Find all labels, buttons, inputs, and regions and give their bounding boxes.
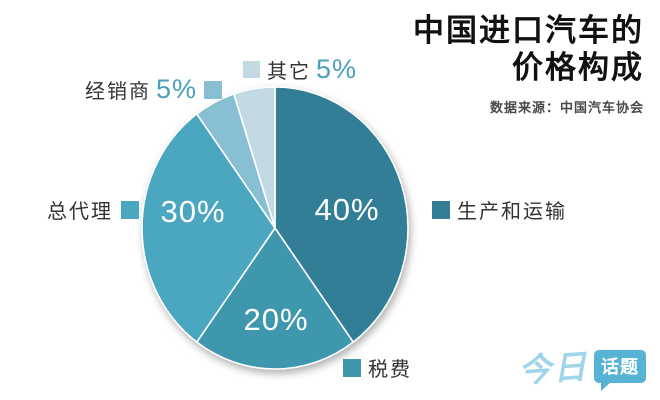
legend-taxes: 税费 bbox=[343, 353, 412, 382]
legend-label-dealer: 经销商 bbox=[85, 81, 151, 103]
legend-swatch-general-agent bbox=[121, 200, 139, 219]
logo-today-topic: 今日 话题 bbox=[516, 342, 646, 391]
logo-script-text: 今日 bbox=[516, 347, 590, 390]
data-source: 数据来源：中国汽车协会 bbox=[489, 100, 644, 115]
page-title: 中国进口汽车的 价格构成 数据来源：中国汽车协会 bbox=[413, 12, 644, 116]
legend-label-other: 其它 bbox=[267, 61, 311, 83]
slice-pct-label-production-transport: 40% bbox=[314, 192, 380, 227]
slice-pct-label-general-agent: 30% bbox=[160, 194, 226, 229]
legend-swatch-other bbox=[243, 61, 260, 78]
slice-pct-label-taxes: 20% bbox=[243, 302, 309, 337]
legend-label-taxes: 税费 bbox=[368, 359, 412, 381]
pie-slice-taxes bbox=[196, 227, 354, 370]
title-line-1: 中国进口汽车的 bbox=[413, 13, 644, 48]
pie-slice-general-agent bbox=[141, 113, 276, 343]
legend-production-transport: 生产和运输 bbox=[432, 195, 567, 224]
legend-label-production-transport: 生产和运输 bbox=[457, 201, 567, 223]
legend-dealer: 经销商 5% bbox=[85, 74, 223, 105]
legend-other: 其它 5% bbox=[243, 54, 357, 85]
title-line-2: 价格构成 bbox=[512, 50, 644, 85]
legend-pct-other: 5% bbox=[316, 54, 358, 84]
pie-slice-production-transport bbox=[274, 86, 409, 343]
legend-swatch-production-transport bbox=[432, 200, 450, 219]
logo-badge: 话题 bbox=[594, 349, 646, 391]
legend-general-agent: 总代理 bbox=[47, 195, 139, 224]
legend-swatch-dealer bbox=[204, 80, 223, 99]
legend-swatch-taxes bbox=[343, 358, 361, 377]
pie-slice-other bbox=[233, 86, 276, 229]
legend-pct-dealer: 5% bbox=[156, 74, 198, 104]
legend-label-general-agent: 总代理 bbox=[47, 201, 113, 223]
